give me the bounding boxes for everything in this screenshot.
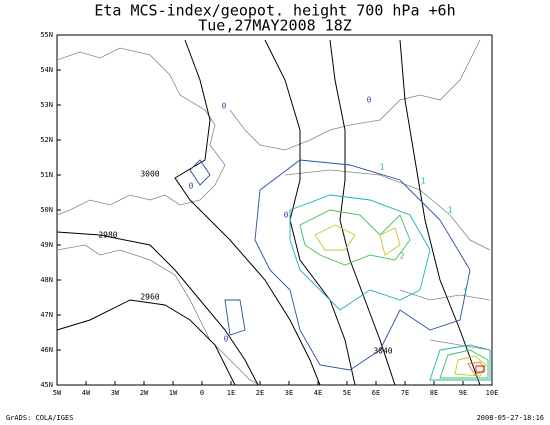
index-label: 1 (421, 177, 426, 186)
lat-label: 46N (40, 346, 53, 354)
lon-label: 9E (459, 389, 467, 397)
lat-label: 52N (40, 136, 53, 144)
index-label: 1 (380, 163, 385, 172)
height-label: 2980 (98, 231, 117, 240)
footer-left: GrADS: COLA/IGES (6, 414, 73, 422)
index-label: 0 (222, 102, 227, 111)
index-label: 0 (224, 335, 229, 344)
lat-label: 50N (40, 206, 53, 214)
index-label: 0 (189, 182, 194, 191)
lon-label: 6E (372, 389, 380, 397)
lon-label: 2E (256, 389, 264, 397)
lat-label: 48N (40, 276, 53, 284)
lat-label: 54N (40, 66, 53, 74)
lat-label: 45N (40, 381, 53, 389)
mcs-contours (189, 159, 491, 381)
index-label: 1 (463, 288, 468, 297)
index-label: 2 (400, 252, 405, 261)
lon-label: 4E (314, 389, 322, 397)
lat-label: 49N (40, 241, 53, 249)
height-label: 3000 (140, 170, 159, 179)
map-frame (56, 34, 493, 386)
lon-label: 10E (486, 389, 499, 397)
lon-label: 7E (401, 389, 409, 397)
lat-label: 47N (40, 311, 53, 319)
lat-label: 53N (40, 101, 53, 109)
lat-label: 51N (40, 171, 53, 179)
footer-right: 2008-05-27-18:16 (477, 414, 544, 422)
index-label: 1 (448, 206, 453, 215)
coastlines (56, 39, 491, 386)
lon-label: 0 (200, 389, 204, 397)
index-label: 0 (367, 96, 372, 105)
geopotential-contours (56, 39, 481, 386)
lon-label: 3W (111, 389, 120, 397)
lon-label: 3E (285, 389, 293, 397)
title: Eta MCS-index/geopot. height 700 hPa +6h (94, 2, 455, 20)
index-label: 0 (284, 211, 289, 220)
lon-label: 2W (140, 389, 149, 397)
lat-label: 55N (40, 31, 53, 39)
lon-label: 1E (227, 389, 235, 397)
height-label: 2960 (140, 293, 159, 302)
subtitle: Tue,27MAY2008 18Z (198, 17, 352, 35)
lon-label: 8E (430, 389, 438, 397)
lon-label: 4W (82, 389, 91, 397)
lon-label: 5E (343, 389, 351, 397)
lon-label: 1W (169, 389, 178, 397)
height-label: 3040 (373, 347, 392, 356)
lon-label: 5W (53, 389, 62, 397)
